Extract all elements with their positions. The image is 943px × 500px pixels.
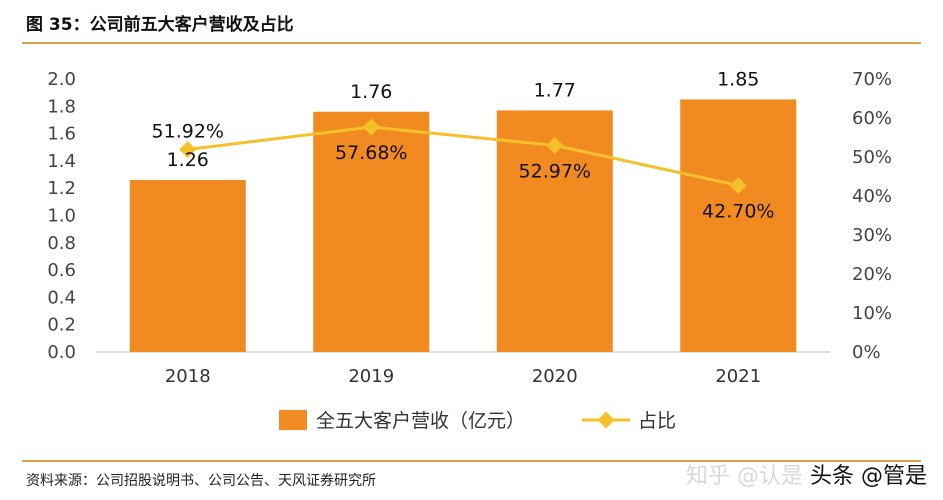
legend-label-bar: 全五大客户营收（亿元） <box>316 410 525 432</box>
source-divider <box>22 460 921 462</box>
watermark-main: 头条 @管是 <box>810 464 927 489</box>
legend-label-line: 占比 <box>638 410 676 432</box>
left-axis-ticks: 0.0 0.2 0.4 0.6 0.8 1.0 1.2 1.4 1.6 1.8 2.0 <box>47 69 76 363</box>
bar-value-label: 1.26 <box>167 149 209 171</box>
left-tick-label: 1.6 <box>47 124 76 145</box>
combo-chart: 0.0 0.2 0.4 0.6 0.8 1.0 1.2 1.4 1.6 1.8 2.0 0% 10% 2… <box>47 68 892 432</box>
bar-value-label: 1.85 <box>717 68 759 90</box>
watermark: 知乎 @认是 头条 @管是 <box>686 458 927 490</box>
left-tick-label: 0.2 <box>47 315 76 336</box>
left-tick-label: 1.8 <box>47 96 76 117</box>
source-note: 资料来源：公司招股说明书、公司公告、天风证券研究所 <box>26 473 376 489</box>
x-category-label: 2019 <box>348 366 394 387</box>
right-axis-ticks: 0% 10% 20% 30% 40% 50% 60% 70% <box>852 69 892 363</box>
x-axis-categories: 2018 2019 2020 2021 <box>165 366 761 387</box>
line-point <box>546 136 564 154</box>
line-point <box>179 141 197 158</box>
line-value-label: 42.70% <box>702 200 774 222</box>
line-value-label: 51.92% <box>152 121 224 143</box>
title-divider <box>22 42 921 44</box>
left-tick-label: 0.8 <box>47 233 76 254</box>
x-category-label: 2020 <box>532 366 578 387</box>
line-path <box>187 125 739 187</box>
legend: 全五大客户营收（亿元） 占比 <box>279 410 676 432</box>
bar-value-label: 1.77 <box>534 79 576 101</box>
right-tick-label: 60% <box>852 108 892 129</box>
right-tick-label: 70% <box>852 69 892 90</box>
right-tick-label: 20% <box>852 264 892 285</box>
legend-swatch-bar <box>279 410 307 430</box>
x-category-label: 2018 <box>165 366 211 387</box>
bar-value-label: 1.76 <box>350 81 392 103</box>
line-point <box>729 176 747 194</box>
right-tick-label: 50% <box>852 147 892 168</box>
left-tick-label: 0.6 <box>47 260 76 281</box>
x-category-label: 2021 <box>715 366 761 387</box>
bar <box>129 180 246 352</box>
left-tick-label: 0.4 <box>47 287 76 308</box>
left-tick-label: 1.0 <box>47 206 76 227</box>
line-value-label: 57.68% <box>335 142 407 164</box>
bar-data-labels: 1.26 1.76 1.77 1.85 <box>167 68 760 171</box>
legend-marker-line <box>597 411 615 429</box>
line-point <box>362 118 380 136</box>
line-data-labels: 51.92% 57.68% 52.97% 42.70% <box>152 121 775 223</box>
right-tick-label: 30% <box>852 225 892 246</box>
right-tick-label: 10% <box>852 303 892 324</box>
bar <box>680 99 797 352</box>
right-tick-label: 0% <box>852 342 881 363</box>
right-tick-label: 40% <box>852 186 892 207</box>
line-value-label: 52.97% <box>519 160 591 182</box>
line-series <box>179 118 747 194</box>
watermark-faint: 知乎 @认是 <box>686 464 803 489</box>
bar <box>313 111 430 352</box>
left-tick-label: 0.0 <box>47 342 76 363</box>
chart-title: 图 35：公司前五大客户营收及占比 <box>26 15 294 35</box>
left-tick-label: 1.4 <box>47 151 76 172</box>
left-tick-label: 1.2 <box>47 178 76 199</box>
left-tick-label: 2.0 <box>47 69 76 90</box>
